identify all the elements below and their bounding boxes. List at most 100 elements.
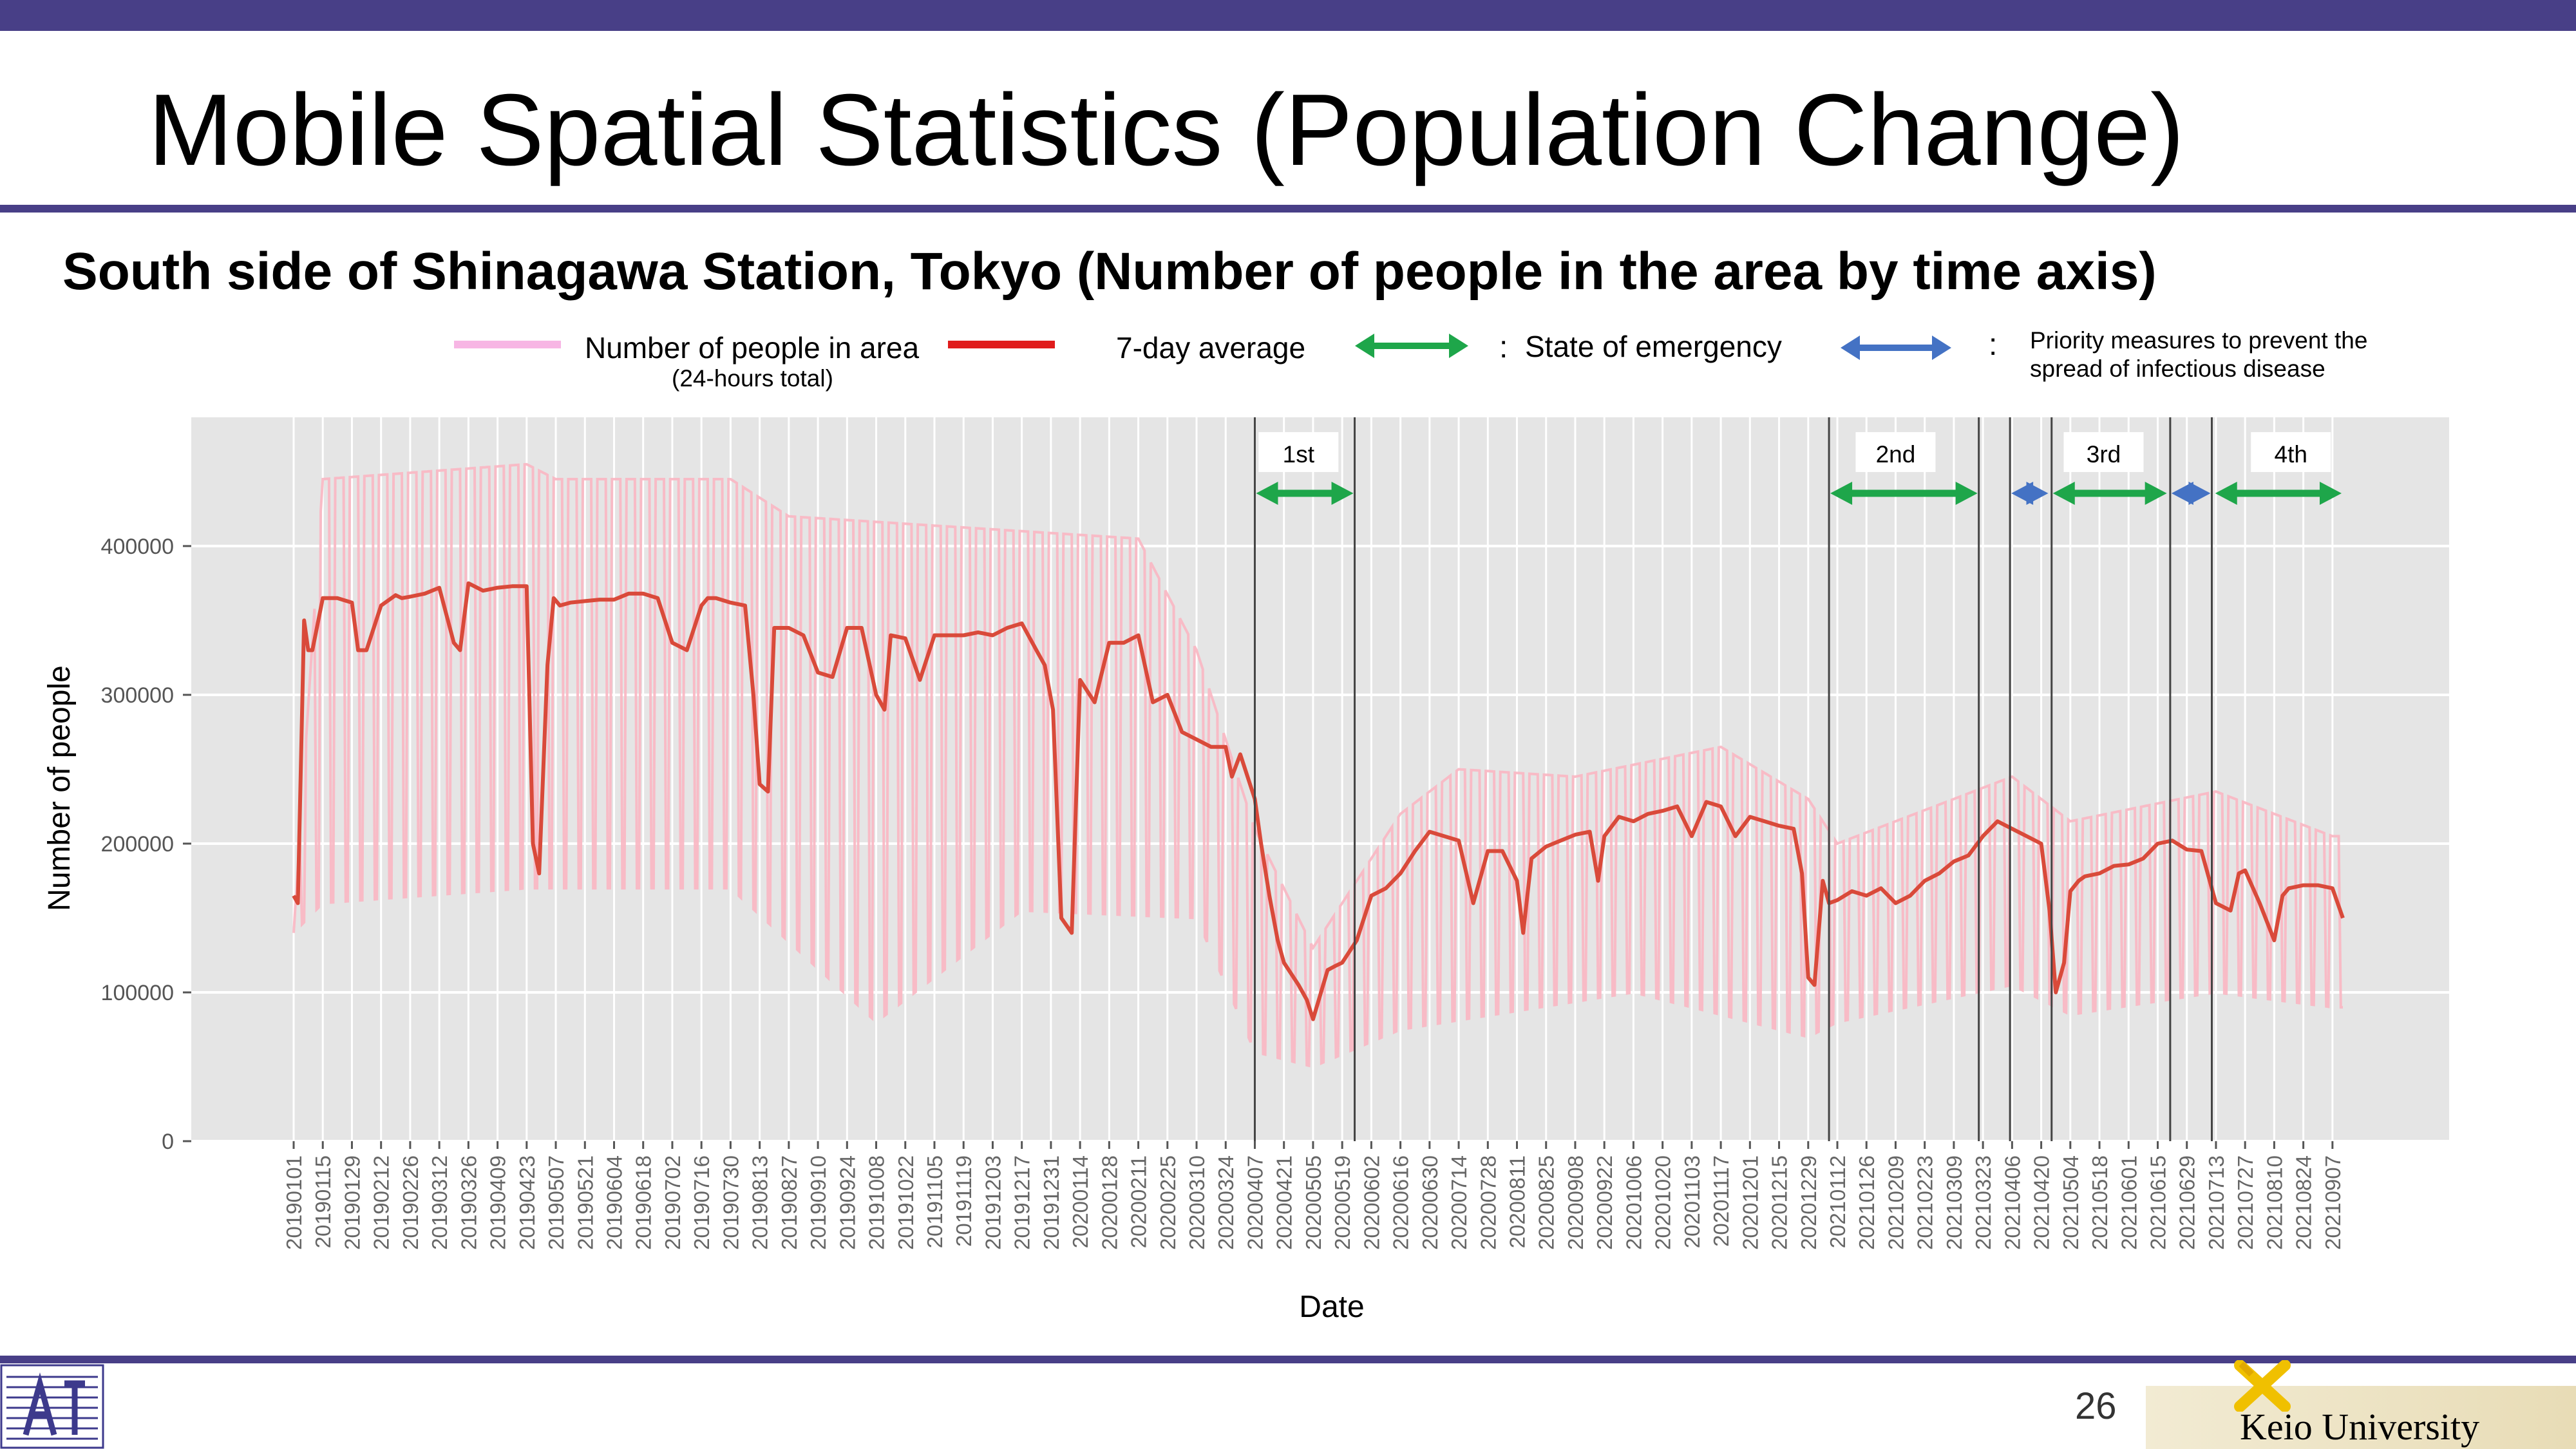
chart-subtitle: South side of Shinagawa Station, Tokyo (… — [62, 242, 2157, 301]
x-tick-label: 20201117 — [1709, 1155, 1733, 1247]
priority-arrow-head-right — [2026, 482, 2049, 505]
pen-cross-logo-icon — [2234, 1360, 2291, 1412]
legend-priority-label-line1: Priority measures to prevent the — [2030, 327, 2368, 354]
legend-emergency-colon: : — [1499, 330, 1508, 365]
x-tick-label: 20190924 — [835, 1155, 859, 1250]
x-tick-label: 20210323 — [1971, 1155, 1995, 1250]
x-tick-label: 20200211 — [1127, 1155, 1151, 1248]
x-tick-label: 20191217 — [1010, 1155, 1034, 1250]
x-tick-label: 20210629 — [2175, 1155, 2199, 1250]
legend-emergency-arrow — [1355, 334, 1468, 358]
average-series-layer — [292, 581, 2345, 1021]
legend-priority-colon: : — [1989, 328, 1998, 362]
university-name: Keio University — [2240, 1406, 2480, 1448]
lab-logo — [0, 1364, 104, 1449]
x-tick-label: 20200505 — [1302, 1155, 1325, 1250]
x-tick-label: 20190423 — [515, 1155, 539, 1250]
x-tick-label: 20190813 — [748, 1155, 772, 1250]
y-tick-label: 0 — [162, 1130, 174, 1154]
y-tick-label: 300000 — [101, 683, 174, 708]
population-line-chart: 1st 2nd 3rd 4th 0 100000 200000 300000 400000 2… — [43, 417, 2449, 1324]
x-tick-label: 20200922 — [1593, 1155, 1616, 1250]
emergency-arrow-head-left — [1830, 482, 1853, 505]
emergency-arrow-head-left — [2052, 482, 2075, 505]
y-axis-label: Number of people — [43, 665, 77, 911]
x-tick-label: 20190409 — [486, 1155, 510, 1250]
slide-title: Mobile Spatial Statistics (Population Ch… — [148, 73, 2184, 187]
emergency-arrow-head-right — [2145, 482, 2167, 505]
x-tick-label: 20190827 — [777, 1155, 801, 1250]
x-tick-label: 20200114 — [1068, 1155, 1092, 1248]
wave-label-box — [2251, 432, 2331, 472]
wave-labels-layer: 1st 2nd 3rd 4th — [1258, 432, 2331, 472]
x-tick-label: 20190730 — [719, 1155, 743, 1250]
x-tick-label: 20210504 — [2059, 1155, 2083, 1250]
x-tick-label: 20210824 — [2292, 1155, 2316, 1250]
emergency-arrow-head-left — [1256, 482, 1278, 505]
x-tick-label: 20210713 — [2204, 1155, 2228, 1250]
x-tick-label: 20200630 — [1418, 1155, 1442, 1250]
x-tick-label: 20210112 — [1826, 1155, 1850, 1248]
x-tick-label: 20210518 — [2088, 1155, 2112, 1250]
x-axis-label: Date — [1299, 1290, 1364, 1324]
x-tick-label: 20200519 — [1331, 1155, 1354, 1250]
x-tick-label: 20190521 — [573, 1155, 597, 1250]
page-number: 26 — [2075, 1385, 2117, 1427]
x-tick-label: 20190212 — [370, 1155, 393, 1250]
x-tick-label: 20210810 — [2262, 1155, 2286, 1250]
wave-label-box — [1855, 432, 1936, 472]
wave-label: 3rd — [2087, 441, 2121, 468]
x-tick-label: 20210209 — [1884, 1155, 1908, 1250]
x-tick-label: 20200324 — [1214, 1155, 1238, 1250]
daily-people-line — [292, 462, 2343, 1068]
legend-average-swatch — [948, 341, 1055, 348]
x-tick-label: 20190604 — [602, 1155, 626, 1250]
emergency-arrow-head-left — [2215, 482, 2237, 505]
x-tick-label: 20190226 — [399, 1155, 422, 1250]
x-tick-label: 20200616 — [1389, 1155, 1413, 1250]
wave-label: 4th — [2275, 441, 2307, 468]
x-tick-label: 20190129 — [340, 1155, 364, 1250]
x-tick-label: 20191203 — [981, 1155, 1005, 1250]
x-tick-label: 20200407 — [1243, 1155, 1267, 1250]
x-tick-label: 20190326 — [457, 1155, 480, 1250]
x-tick-label: 20191022 — [894, 1155, 918, 1250]
emergency-arrow-head-right — [2320, 482, 2342, 505]
x-tick-label: 20200908 — [1564, 1155, 1587, 1250]
legend-daily-label: Number of people in area — [585, 331, 920, 365]
x-tick-label: 20190716 — [690, 1155, 714, 1250]
wave-label-box — [2063, 432, 2144, 472]
top-accent-bar — [0, 0, 2576, 31]
x-tick-label: 20210907 — [2321, 1155, 2345, 1250]
x-tick-label: 20200421 — [1273, 1155, 1296, 1250]
x-tick-label: 20191231 — [1039, 1155, 1063, 1250]
wave-label: 1st — [1283, 441, 1315, 468]
x-tick-label: 20191008 — [865, 1155, 889, 1250]
y-tick-label: 200000 — [101, 832, 174, 857]
x-tick-label: 20190702 — [661, 1155, 685, 1250]
legend-average-label: 7-day average — [1116, 331, 1306, 365]
x-tick-label: 20200602 — [1359, 1155, 1383, 1250]
x-tick-label: 20190507 — [544, 1155, 568, 1250]
emergency-arrow-head-right — [1955, 482, 1978, 505]
legend-emergency-label: State of emergency — [1525, 330, 1782, 363]
wave-label: 2nd — [1876, 441, 1916, 468]
x-tick-label: 20200225 — [1156, 1155, 1180, 1250]
x-tick-label: 20210126 — [1855, 1155, 1879, 1250]
y-tick-label: 100000 — [101, 981, 174, 1005]
x-tick-label: 20210420 — [2030, 1155, 2054, 1250]
x-tick-label: 20200811 — [1506, 1155, 1530, 1248]
x-tick-label: 20190910 — [806, 1155, 830, 1250]
x-tick-label: 20210615 — [2146, 1155, 2170, 1250]
x-tick-label: 20201006 — [1622, 1155, 1645, 1250]
x-tick-label: 20191119 — [952, 1155, 976, 1247]
x-tick-label: 20210727 — [2233, 1155, 2257, 1250]
priority-arrow-head-right — [2188, 482, 2211, 505]
x-tick-label: 20201201 — [1738, 1155, 1762, 1250]
intervention-lines-layer — [1253, 417, 2213, 1141]
university-banner — [2146, 1386, 2576, 1449]
x-tick-label: 20201020 — [1651, 1155, 1675, 1250]
x-tick-label: 20191105 — [923, 1155, 947, 1248]
x-axis-layer: 20190101 20190115 20190129 20190212 20190226… — [282, 1141, 2345, 1250]
legend-priority-arrow — [1841, 336, 1951, 360]
